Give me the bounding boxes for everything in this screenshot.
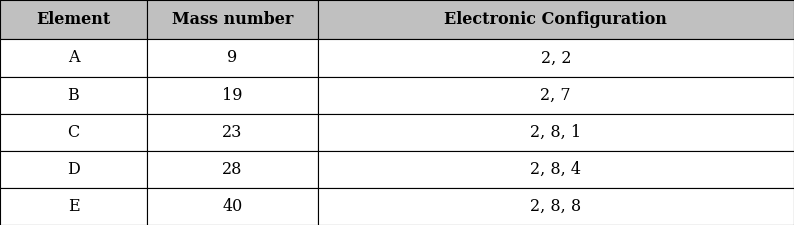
Text: 23: 23 bbox=[222, 124, 242, 141]
Text: 2, 7: 2, 7 bbox=[541, 87, 571, 104]
Bar bbox=[318, 188, 794, 225]
Bar bbox=[318, 76, 794, 114]
Bar bbox=[147, 0, 318, 39]
Bar bbox=[318, 114, 794, 151]
Text: Element: Element bbox=[37, 11, 110, 28]
Text: 2, 8, 8: 2, 8, 8 bbox=[530, 198, 581, 215]
Bar bbox=[0, 0, 147, 39]
Text: 19: 19 bbox=[222, 87, 242, 104]
Text: E: E bbox=[67, 198, 79, 215]
Bar bbox=[318, 39, 794, 76]
Text: 9: 9 bbox=[227, 50, 237, 66]
Text: C: C bbox=[67, 124, 79, 141]
Bar bbox=[0, 39, 147, 76]
Bar bbox=[147, 188, 318, 225]
Bar bbox=[0, 76, 147, 114]
Bar bbox=[0, 151, 147, 188]
Text: Electronic Configuration: Electronic Configuration bbox=[445, 11, 667, 28]
Text: 2, 8, 1: 2, 8, 1 bbox=[530, 124, 581, 141]
Bar bbox=[147, 114, 318, 151]
Bar bbox=[147, 39, 318, 76]
Text: B: B bbox=[67, 87, 79, 104]
Text: A: A bbox=[67, 50, 79, 66]
Text: 2, 2: 2, 2 bbox=[541, 50, 571, 66]
Bar bbox=[0, 188, 147, 225]
Bar bbox=[318, 151, 794, 188]
Bar bbox=[147, 76, 318, 114]
Bar bbox=[318, 0, 794, 39]
Text: 28: 28 bbox=[222, 161, 242, 178]
Text: Mass number: Mass number bbox=[172, 11, 293, 28]
Text: 2, 8, 4: 2, 8, 4 bbox=[530, 161, 581, 178]
Text: 40: 40 bbox=[222, 198, 242, 215]
Text: D: D bbox=[67, 161, 80, 178]
Bar bbox=[147, 151, 318, 188]
Bar bbox=[0, 114, 147, 151]
